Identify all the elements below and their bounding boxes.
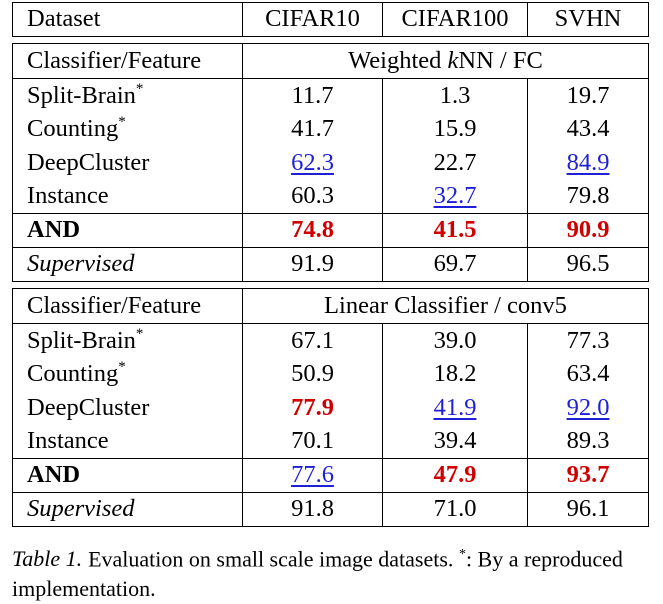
cifar10-value: 62.3	[242, 146, 383, 180]
svhn-value: 96.5	[527, 247, 649, 282]
section-header-knn: Classifier/Feature Weighted kNN / FC	[12, 43, 649, 79]
section-gap	[13, 37, 649, 44]
method-name: AND	[12, 213, 243, 248]
svhn-value: 84.9	[527, 146, 649, 180]
svhn-value: 43.4	[527, 112, 649, 146]
cifar100-value: 32.7	[382, 179, 528, 214]
method-name: Instance	[12, 424, 243, 459]
cifar100-value: 47.9	[382, 458, 528, 493]
caption-text: Evaluation on small scale image datasets…	[88, 546, 459, 572]
section-gap	[13, 282, 649, 289]
cifar10-value: 70.1	[242, 424, 383, 459]
cifar10-value: 60.3	[242, 179, 383, 214]
table-row: DeepCluster 77.9 41.9 92.0	[12, 391, 649, 425]
table-row-and: AND 77.6 47.9 93.7	[12, 458, 649, 493]
section-label: Classifier/Feature	[12, 43, 243, 79]
svhn-value: 79.8	[527, 179, 649, 214]
cifar100-value: 1.3	[382, 78, 528, 113]
caption-star: *	[458, 547, 466, 562]
svhn-value: 77.3	[527, 323, 649, 358]
cifar100-value: 39.4	[382, 424, 528, 459]
cifar10-value: 50.9	[242, 357, 383, 391]
cifar100-header: CIFAR100	[382, 2, 528, 37]
cifar100-value: 71.0	[382, 492, 528, 527]
cifar10-value: 91.8	[242, 492, 383, 527]
table-row: Counting* 50.9 18.2 63.4	[12, 357, 649, 391]
cifar10-header: CIFAR10	[242, 2, 383, 37]
caption-text-after: : By a reproduced implementation.	[12, 546, 623, 602]
method-name: DeepCluster	[12, 391, 243, 425]
table-row-supervised: Supervised 91.8 71.0 96.1	[12, 492, 649, 527]
method-name: AND	[12, 458, 243, 493]
table-caption: Table 1. Evaluation on small scale image …	[12, 540, 652, 604]
table-row: Split-Brain* 11.7 1.3 19.7	[12, 78, 649, 113]
cifar10-value: 67.1	[242, 323, 383, 358]
cifar100-value: 39.0	[382, 323, 528, 358]
dataset-header: Dataset	[12, 2, 243, 37]
cifar100-value: 69.7	[382, 247, 528, 282]
method-name: Counting*	[12, 112, 243, 146]
cifar10-value: 41.7	[242, 112, 383, 146]
method-name: Counting*	[12, 357, 243, 391]
method-name: Split-Brain*	[12, 78, 243, 113]
svhn-value: 63.4	[527, 357, 649, 391]
method-name: Supervised	[12, 247, 243, 282]
cifar100-value: 22.7	[382, 146, 528, 180]
cifar10-value: 91.9	[242, 247, 383, 282]
table-row: Instance 70.1 39.4 89.3	[12, 424, 649, 459]
method-name: Supervised	[12, 492, 243, 527]
svhn-value: 19.7	[527, 78, 649, 113]
method-name: Split-Brain*	[12, 323, 243, 358]
table-row-and: AND 74.8 41.5 90.9	[12, 213, 649, 248]
table-row-supervised: Supervised 91.9 69.7 96.5	[12, 247, 649, 282]
cifar100-value: 18.2	[382, 357, 528, 391]
svhn-value: 93.7	[527, 458, 649, 493]
method-name: Instance	[12, 179, 243, 214]
svhn-value: 92.0	[527, 391, 649, 425]
method-name: DeepCluster	[12, 146, 243, 180]
table-row: Split-Brain* 67.1 39.0 77.3	[12, 323, 649, 358]
section-label: Classifier/Feature	[12, 288, 243, 324]
table-row: Counting* 41.7 15.9 43.4	[12, 112, 649, 146]
svhn-value: 96.1	[527, 492, 649, 527]
results-table: Dataset CIFAR10 CIFAR100 SVHN Classifier…	[12, 2, 649, 527]
cifar100-value: 41.5	[382, 213, 528, 248]
cifar10-value: 77.9	[242, 391, 383, 425]
cifar10-value: 77.6	[242, 458, 383, 493]
header-row: Dataset CIFAR10 CIFAR100 SVHN	[12, 2, 649, 37]
cifar10-value: 74.8	[242, 213, 383, 248]
cifar100-value: 15.9	[382, 112, 528, 146]
section-header-linear: Classifier/Feature Linear Classifier / c…	[12, 288, 649, 324]
svhn-value: 90.9	[527, 213, 649, 248]
table-row: Instance 60.3 32.7 79.8	[12, 179, 649, 214]
caption-label: Table 1.	[12, 546, 83, 572]
section-title-knn: Weighted kNN / FC	[242, 43, 649, 79]
table-row: DeepCluster 62.3 22.7 84.9	[12, 146, 649, 180]
section-title-linear: Linear Classifier / conv5	[242, 288, 649, 324]
svhn-value: 89.3	[527, 424, 649, 459]
cifar10-value: 11.7	[242, 78, 383, 113]
svhn-header: SVHN	[527, 2, 649, 37]
cifar100-value: 41.9	[382, 391, 528, 425]
